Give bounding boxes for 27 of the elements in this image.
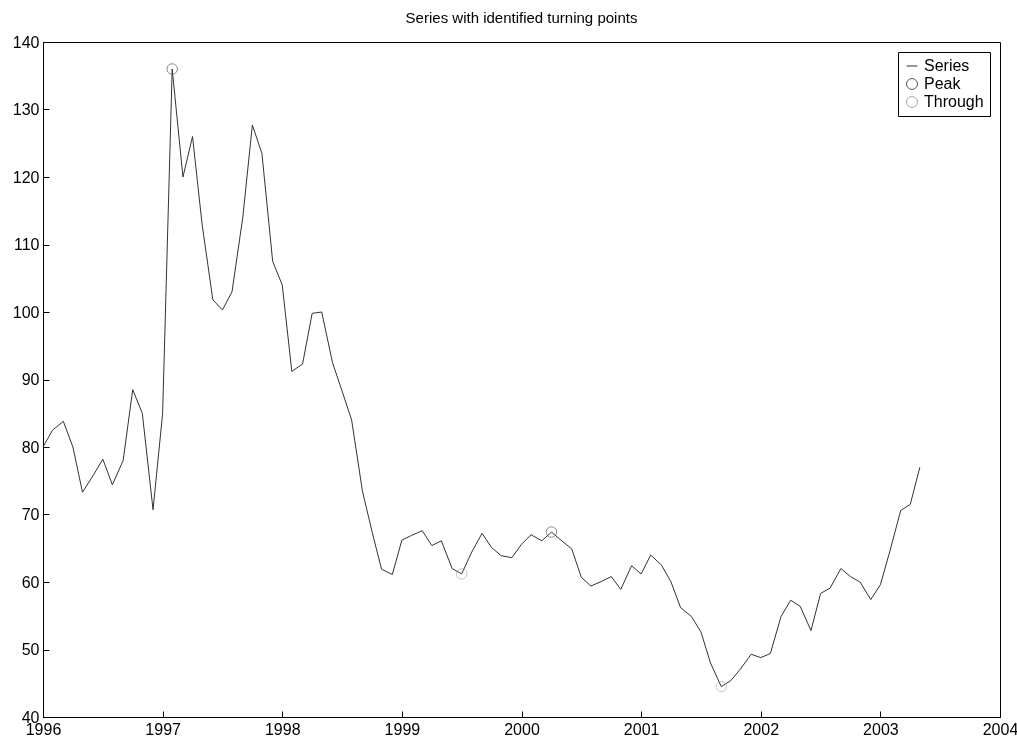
y-tick-label: 70 bbox=[21, 506, 40, 523]
y-tick-label: 130 bbox=[12, 101, 40, 118]
y-tick-label: 60 bbox=[21, 573, 40, 591]
x-tick-label: 1999 bbox=[384, 720, 421, 738]
x-tick-label: 1997 bbox=[145, 720, 182, 738]
y-tick-label: 90 bbox=[21, 371, 40, 388]
legend-label: Through bbox=[924, 93, 984, 110]
y-tick-label: 120 bbox=[12, 168, 40, 186]
x-tick-label: 2003 bbox=[863, 720, 899, 738]
x-tick-label: 2002 bbox=[743, 720, 780, 738]
x-tick-label: 2001 bbox=[623, 720, 660, 738]
y-tick-label: 80 bbox=[21, 438, 40, 456]
line-series bbox=[42, 68, 921, 688]
y-tick-label: 50 bbox=[21, 641, 40, 658]
x-tick-label: 2004 bbox=[982, 720, 1017, 738]
point bbox=[455, 568, 468, 580]
chart-title: Series with identified turning points bbox=[405, 9, 638, 26]
point bbox=[545, 526, 558, 538]
x-tick-label: 2000 bbox=[504, 720, 540, 738]
y-tick-label: 140 bbox=[12, 33, 40, 51]
y-tick-label: 100 bbox=[12, 303, 40, 321]
legend-label: Peak bbox=[924, 75, 962, 92]
point bbox=[166, 63, 178, 75]
x-tick-label: 1998 bbox=[264, 720, 301, 738]
y-tick-label: 110 bbox=[13, 236, 40, 253]
point bbox=[715, 680, 728, 693]
legend-label: Series bbox=[924, 57, 970, 74]
